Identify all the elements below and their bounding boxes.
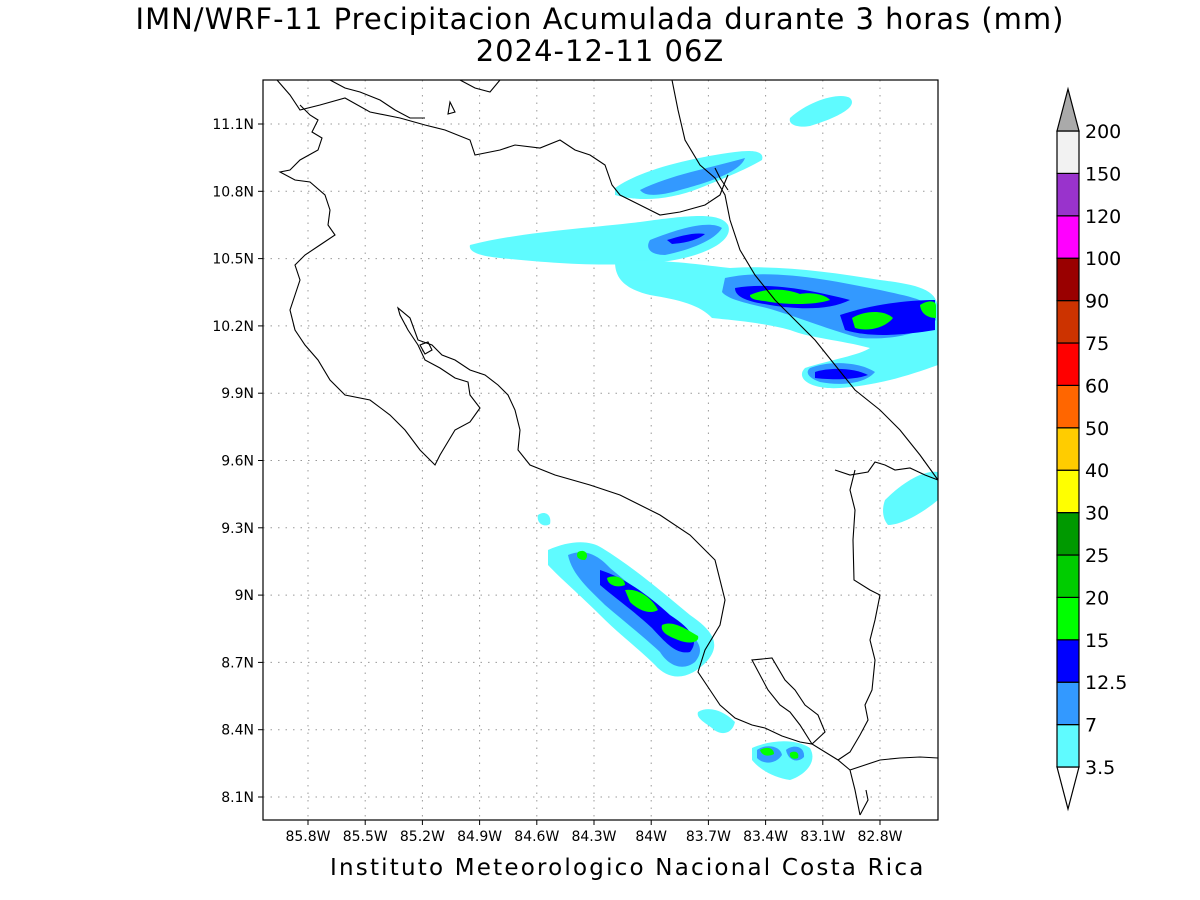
colorbar-top-arrow (1056, 86, 1080, 132)
colorbar-swatch (1056, 427, 1080, 471)
lat-lon-grid (263, 80, 938, 820)
colorbar-label: 20 (1085, 587, 1109, 609)
colorbar-label: 75 (1085, 333, 1109, 355)
precipitation-field (469, 96, 938, 780)
lat-tick-label: 10.2N (212, 319, 254, 335)
colorbar-label: 50 (1085, 418, 1109, 440)
colorbar-label: 40 (1085, 460, 1109, 482)
lat-tick-label: 8.7N (221, 655, 254, 671)
colorbar-label: 30 (1085, 503, 1109, 525)
lon-tick-label: 84.3W (571, 829, 616, 845)
colorbar-swatch (1056, 554, 1080, 599)
colorbar-swatch (1056, 257, 1080, 302)
colorbar-label: 100 (1085, 248, 1121, 270)
colorbar-label: 12.5 (1085, 672, 1127, 694)
colorbar-label: 3.5 (1085, 757, 1115, 779)
lon-tick-label: 82.8W (857, 829, 902, 845)
coastline-borders (276, 79, 939, 816)
lon-tick-label: 84.6W (514, 829, 559, 845)
colorbar-label: 120 (1085, 206, 1121, 228)
lon-tick-label: 85.2W (400, 829, 445, 845)
colorbar-swatch (1056, 172, 1080, 217)
colorbar-swatch (1056, 342, 1080, 387)
colorbar-swatch (1056, 596, 1080, 641)
lon-tick-label: 83.1W (800, 829, 845, 845)
lat-tick-label: 9.3N (221, 521, 254, 537)
colorbar-swatch (1056, 130, 1080, 175)
institution-footer: Instituto Meteorologico Nacional Costa R… (330, 855, 926, 881)
colorbar-swatch (1056, 681, 1080, 726)
lon-tick-label: 85.8W (285, 829, 330, 845)
lat-tick-label: 10.8N (212, 184, 254, 200)
lon-tick-label: 84.9W (457, 829, 502, 845)
colorbar-label: 7 (1085, 715, 1097, 737)
colorbar-swatch (1056, 384, 1080, 429)
lon-tick-label: 84W (635, 829, 667, 845)
colorbar-legend: 3.5 7 12.5 15 20 25 30 40 50 60 75 90 100 120 150 200 (1056, 86, 1127, 812)
colorbar-swatch (1056, 723, 1080, 768)
colorbar-bottom-arrow (1056, 766, 1080, 812)
map-subtitle-date: 2024-12-11 06Z (475, 34, 725, 68)
lat-tick-label: 9.9N (221, 386, 254, 402)
lon-tick-label: 85.5W (343, 829, 388, 845)
map-axes: 85.8W 85.5W 85.2W 84.9W 84.6W 84.3W 84W 83.7W 83… (212, 117, 902, 845)
map-title: IMN/WRF-11 Precipitacion Acumulada duran… (135, 2, 1065, 36)
colorbar-label: 60 (1085, 375, 1109, 397)
lon-tick-label: 83.4W (743, 829, 788, 845)
colorbar-swatch (1056, 511, 1080, 556)
lon-tick-label: 83.7W (686, 829, 731, 845)
colorbar-swatch (1056, 300, 1080, 344)
lat-tick-label: 10.5N (212, 252, 254, 268)
lat-tick-label: 9N (235, 588, 254, 604)
lat-tick-label: 11.1N (212, 117, 254, 133)
colorbar-label: 15 (1085, 630, 1109, 652)
colorbar-label: 25 (1085, 545, 1109, 567)
lat-tick-label: 8.4N (221, 723, 254, 739)
map-frame (262, 79, 939, 821)
colorbar-swatch (1056, 215, 1080, 259)
colorbar-swatch (1056, 469, 1080, 514)
colorbar-label: 90 (1085, 291, 1109, 313)
lat-tick-label: 8.1N (221, 790, 254, 806)
colorbar-label: 200 (1085, 121, 1121, 143)
lat-tick-label: 9.6N (221, 454, 254, 470)
colorbar-swatch (1056, 639, 1080, 683)
colorbar-label: 150 (1085, 163, 1121, 185)
